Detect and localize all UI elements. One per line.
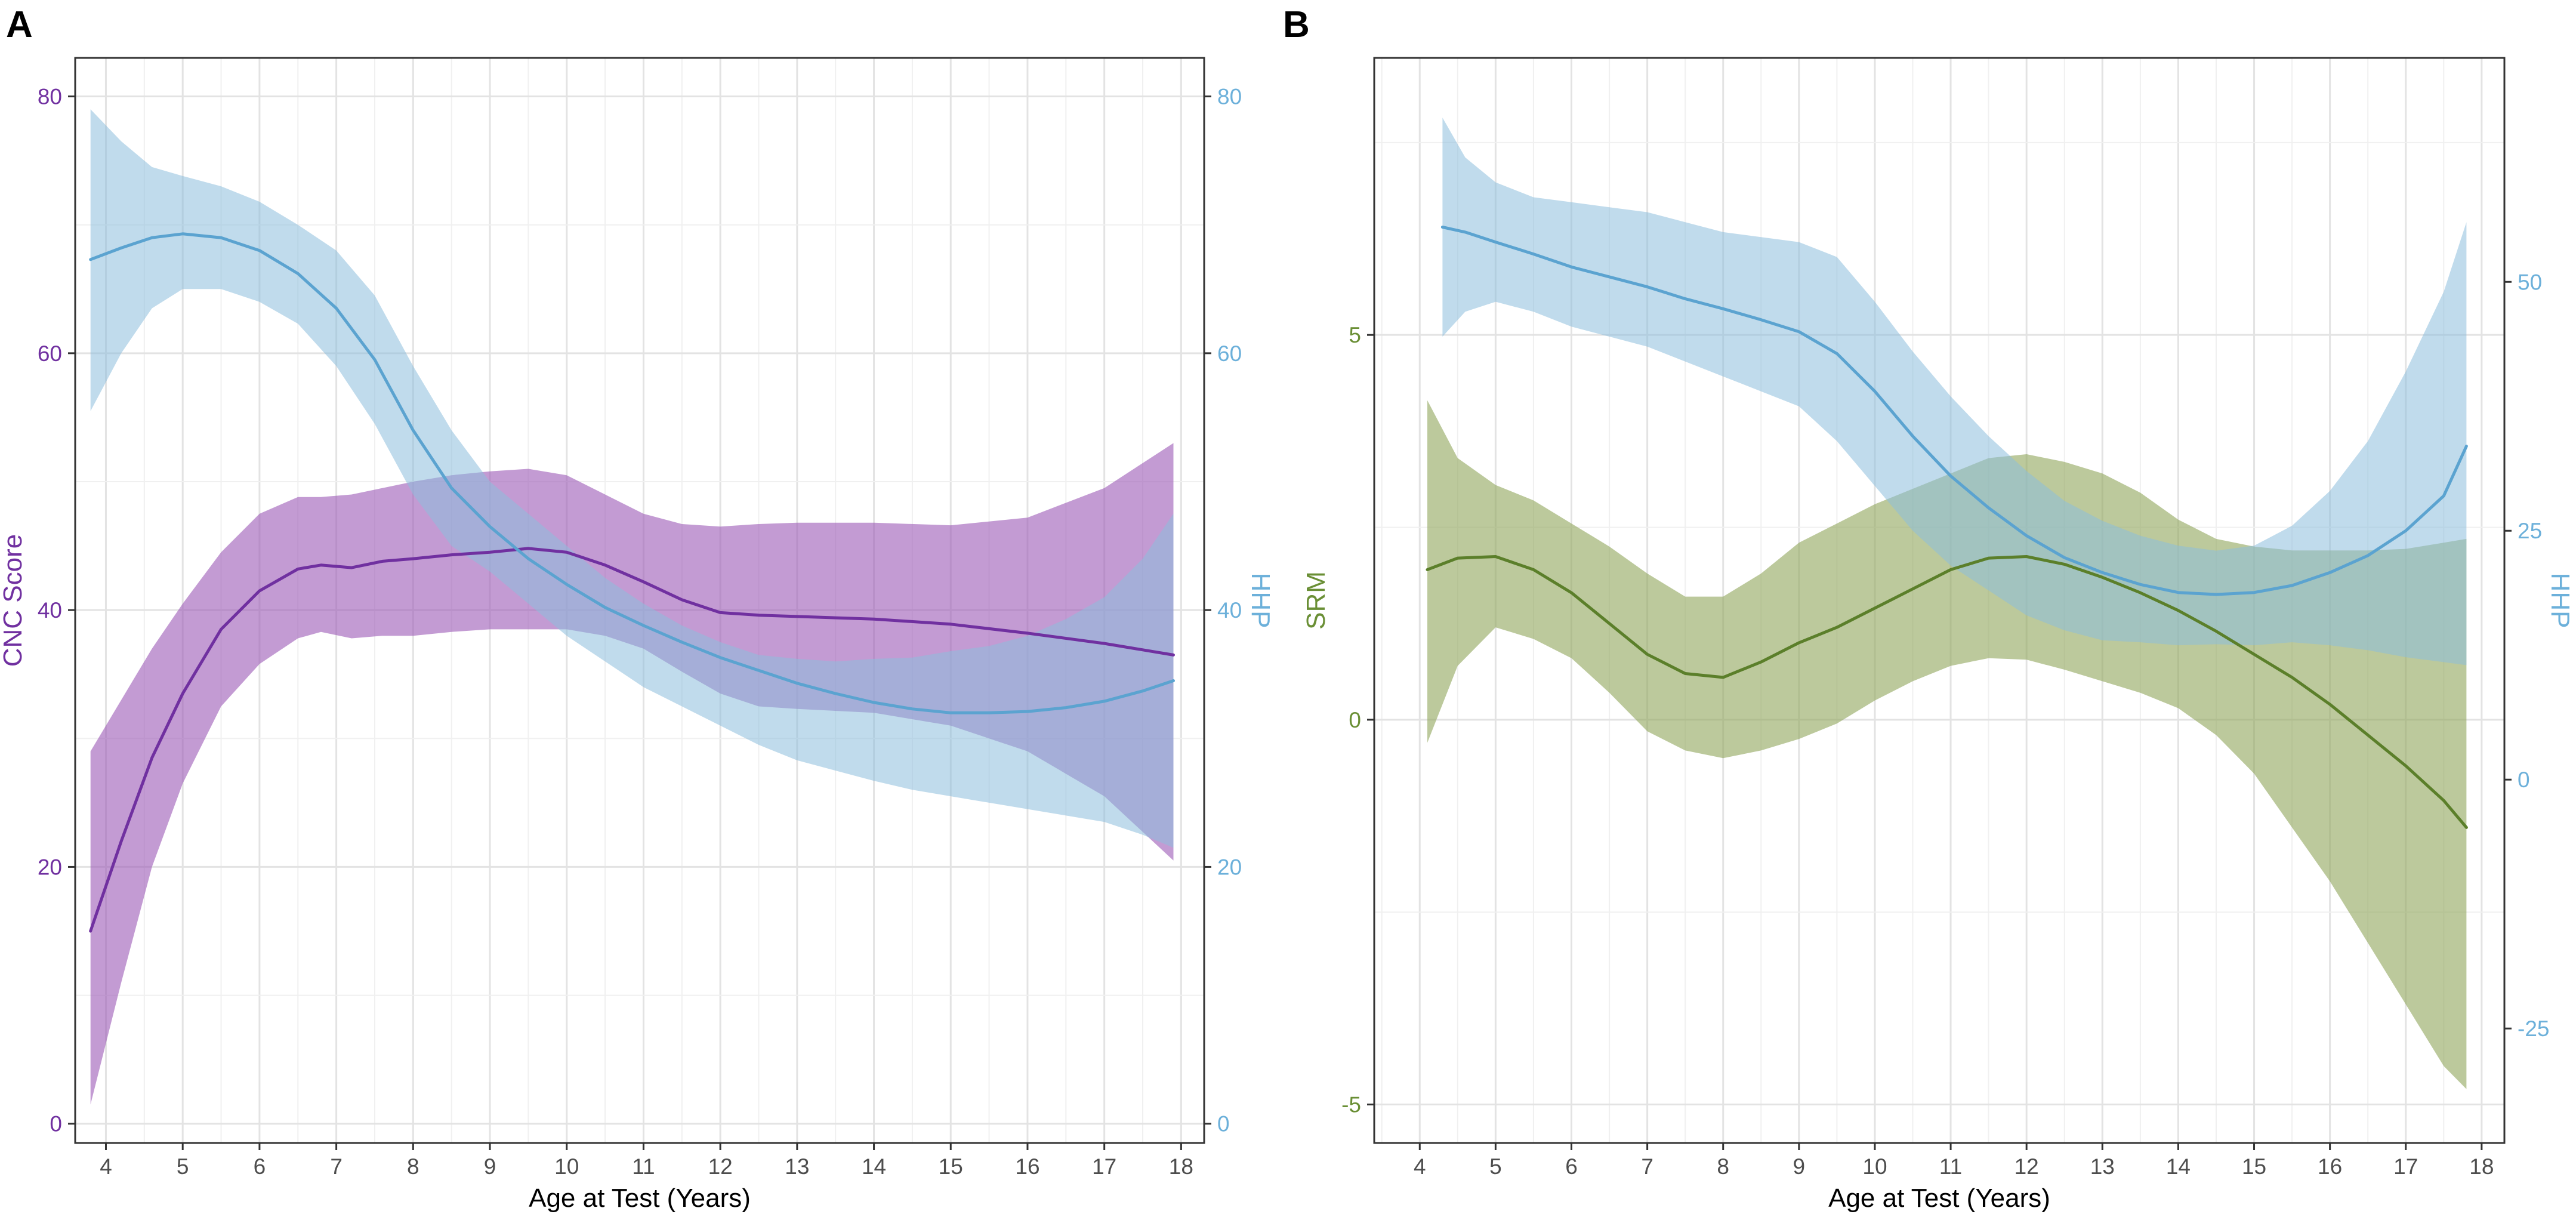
panel-a-left-y-tick-label: 20 xyxy=(38,855,62,879)
panel-a-right-y-tick-label: 0 xyxy=(1217,1112,1230,1136)
panel-a-x-tick-label: 16 xyxy=(1015,1154,1039,1179)
panel-a-left-y-tick-label: 0 xyxy=(50,1112,62,1136)
panel-b-right-y-axis-title: HHP xyxy=(2546,573,2575,628)
panel-b-x-tick-label: 7 xyxy=(1641,1154,1653,1179)
panel-a-x-tick-label: 10 xyxy=(554,1154,579,1179)
panel-b-right-y-tick-label: 0 xyxy=(2518,768,2530,792)
panel-a-x-tick-label: 13 xyxy=(785,1154,809,1179)
panel-b-x-tick-label: 10 xyxy=(1862,1154,1887,1179)
panel-a-plot-border xyxy=(74,57,1205,1144)
panel-a-right-y-tick-label: 40 xyxy=(1217,598,1242,623)
panel-a-x-tick-label: 18 xyxy=(1169,1154,1193,1179)
panel-a-letter: A xyxy=(6,4,33,45)
panel-a-hhp-confidence-band xyxy=(90,109,1174,848)
panel-b-srm-line xyxy=(1426,555,2468,829)
panel-b-x-tick-label: 13 xyxy=(2090,1154,2115,1179)
panel-b-right-y-axis: -25 0 25 50 xyxy=(2504,270,2549,1041)
panel-b-x-tick-label: 8 xyxy=(1717,1154,1729,1179)
panel-a-right-y-axis-title: HHP xyxy=(1246,573,1275,628)
panel-b-left-y-axis-title: SRM xyxy=(1301,571,1331,630)
panel-a-x-tick-label: 15 xyxy=(939,1154,963,1179)
panel-b-x-tick-label: 16 xyxy=(2318,1154,2342,1179)
panel-b-series-lines xyxy=(1426,226,2468,829)
panel-a-x-tick-label: 17 xyxy=(1092,1154,1116,1179)
panel-b-left-y-axis: -5 0 5 xyxy=(1341,323,1374,1117)
panel-b-confidence-bands xyxy=(1427,118,2467,1089)
panel-b-right-y-tick-label: 25 xyxy=(2518,519,2542,543)
panel-a-x-tick-label: 5 xyxy=(177,1154,189,1179)
panel-b-right-y-tick-label: 50 xyxy=(2518,270,2542,294)
panel-b-left-y-tick-label: 5 xyxy=(1349,323,1361,347)
panel-a-left-y-axis: 0 20 40 60 80 xyxy=(38,85,75,1136)
panel-b-x-tick-label: 4 xyxy=(1414,1154,1426,1179)
panel-a-x-tick-label: 9 xyxy=(484,1154,496,1179)
panel-b-hhp-confidence-band xyxy=(1442,118,2467,665)
panel-b-hhp-line xyxy=(1440,226,2468,596)
panel-a-series-lines xyxy=(89,232,1175,933)
panel-b-x-tick-label: 6 xyxy=(1565,1154,1578,1179)
panel-b-x-tick-label: 15 xyxy=(2242,1154,2266,1179)
panel-a-x-tick-label: 12 xyxy=(708,1154,733,1179)
panel-b-right-y-tick-label: -25 xyxy=(2518,1016,2549,1041)
panel-a-left-y-tick-label: 40 xyxy=(38,598,62,623)
panel-a-left-y-tick-label: 80 xyxy=(38,85,62,109)
panel-a-hhp-line xyxy=(89,232,1175,714)
panel-b-x-tick-label: 11 xyxy=(1939,1154,1962,1179)
panel-b-x-tick-label: 18 xyxy=(2469,1154,2494,1179)
panel-a-cnc-score-confidence-band xyxy=(90,443,1174,1105)
panel-b-plot-border xyxy=(1373,57,2506,1144)
panel-a-confidence-bands xyxy=(90,109,1174,1105)
panel-b-chart: B 4 5 6 7 8 9 10 11 12 13 14 15 16 17 18 -5 0 5 -25 0 25 50… xyxy=(1283,4,2575,1213)
panel-b-x-tick-label: 12 xyxy=(2014,1154,2039,1179)
panel-a-x-tick-label: 11 xyxy=(632,1154,655,1179)
panel-b-x-tick-label: 17 xyxy=(2393,1154,2418,1179)
panel-a-right-y-tick-label: 20 xyxy=(1217,855,1242,879)
panel-b-x-tick-label: 5 xyxy=(1489,1154,1502,1179)
panel-b-left-y-tick-label: 0 xyxy=(1349,708,1361,732)
panel-a-x-tick-label: 4 xyxy=(100,1154,112,1179)
panel-a-cnc-score-line xyxy=(89,547,1175,933)
panel-a-x-tick-label: 7 xyxy=(330,1154,343,1179)
panel-a-left-y-axis-title: CNC Score xyxy=(0,534,27,667)
panel-a-chart: A 4 5 6 7 8 9 10 11 12 13 14 15 16 17 18 0 20 40 60 80 0 20… xyxy=(0,4,1275,1213)
panel-a-left-y-tick-label: 60 xyxy=(38,341,62,366)
panel-a-x-axis-title: Age at Test (Years) xyxy=(529,1184,751,1213)
panel-b-x-axis-title: Age at Test (Years) xyxy=(1828,1184,2050,1213)
panel-b-left-y-tick-label: -5 xyxy=(1341,1093,1361,1117)
panel-a-x-axis: 4 5 6 7 8 9 10 11 12 13 14 15 16 17 18 xyxy=(100,1143,1193,1179)
panel-a-right-y-axis: 0 20 40 60 80 xyxy=(1204,85,1242,1136)
panel-a-x-tick-label: 8 xyxy=(407,1154,419,1179)
panel-b-x-axis: 4 5 6 7 8 9 10 11 12 13 14 15 16 17 18 xyxy=(1414,1143,2494,1179)
panel-a-x-tick-label: 14 xyxy=(862,1154,886,1179)
panel-b-x-tick-label: 9 xyxy=(1793,1154,1806,1179)
panel-b-letter: B xyxy=(1283,4,1310,45)
panel-a-x-tick-label: 6 xyxy=(254,1154,266,1179)
panel-b-x-tick-label: 14 xyxy=(2166,1154,2191,1179)
panel-a-right-y-tick-label: 80 xyxy=(1217,85,1242,109)
panel-a-right-y-tick-label: 60 xyxy=(1217,341,1242,366)
